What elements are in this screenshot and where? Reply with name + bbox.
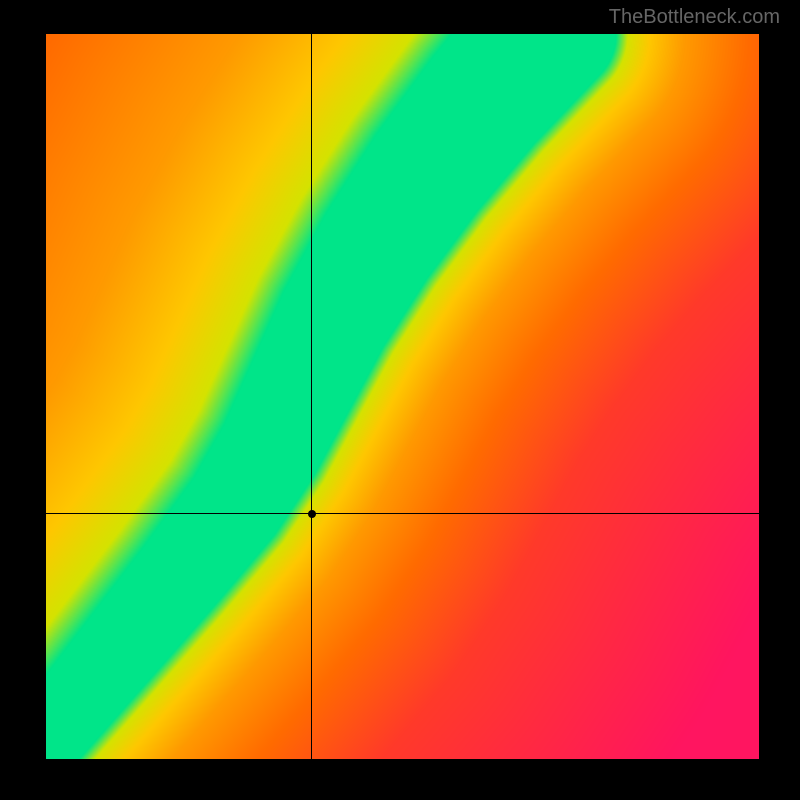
crosshair-marker	[308, 510, 316, 518]
crosshair-horizontal	[46, 513, 759, 514]
watermark-text: TheBottleneck.com	[609, 6, 780, 29]
heatmap-canvas	[46, 34, 759, 759]
crosshair-vertical	[311, 34, 312, 759]
plot-frame	[46, 34, 759, 759]
